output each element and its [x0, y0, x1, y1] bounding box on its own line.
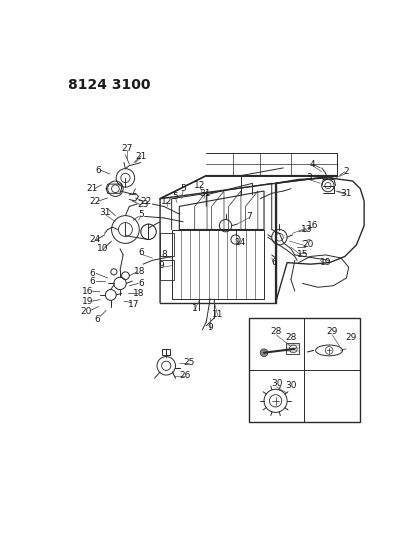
Text: 12: 12 [194, 181, 205, 190]
Text: 31: 31 [340, 189, 351, 198]
Text: 7: 7 [245, 212, 251, 221]
Text: 8: 8 [161, 251, 166, 260]
Bar [285, 343, 299, 354]
Text: 31: 31 [99, 208, 110, 217]
Text: 9: 9 [207, 323, 213, 332]
Text: 16: 16 [82, 287, 93, 296]
Bar [160, 233, 173, 256]
Text: 14: 14 [234, 238, 245, 247]
Text: 6: 6 [94, 315, 99, 324]
Text: 29: 29 [344, 333, 356, 342]
Circle shape [260, 349, 267, 357]
Text: 10: 10 [97, 244, 108, 253]
Text: 18: 18 [133, 289, 144, 298]
Text: 21: 21 [86, 184, 98, 193]
Text: 19: 19 [82, 297, 93, 305]
Text: 5: 5 [137, 209, 143, 219]
Bar [248, 318, 360, 422]
Text: 6: 6 [137, 248, 143, 257]
Text: 6: 6 [137, 279, 143, 288]
Text: 20: 20 [301, 240, 313, 249]
Text: 30: 30 [285, 381, 296, 390]
Text: 5: 5 [180, 184, 186, 193]
Text: 6: 6 [95, 166, 101, 175]
Text: 21: 21 [135, 152, 146, 161]
Bar [160, 260, 173, 280]
Text: 24: 24 [89, 235, 100, 244]
Text: 3: 3 [305, 173, 311, 182]
Text: 9: 9 [158, 261, 164, 270]
Text: 11: 11 [211, 310, 223, 319]
Bar [162, 349, 170, 355]
Text: 13: 13 [300, 225, 311, 234]
Text: 29: 29 [326, 327, 337, 336]
Text: 18: 18 [133, 268, 145, 276]
Text: 8124 3100: 8124 3100 [67, 78, 150, 92]
Text: 22: 22 [140, 197, 151, 206]
Text: 20: 20 [80, 308, 92, 317]
Text: 6: 6 [270, 258, 276, 267]
Text: 30: 30 [270, 379, 282, 389]
Text: 19: 19 [319, 258, 330, 267]
Text: 6: 6 [89, 269, 95, 278]
Text: 25: 25 [183, 358, 195, 367]
Text: 16: 16 [306, 221, 317, 230]
Text: 17: 17 [128, 300, 139, 309]
Text: 4: 4 [309, 159, 315, 168]
Text: 31: 31 [198, 189, 210, 198]
Text: 26: 26 [179, 372, 190, 381]
Text: 15: 15 [296, 251, 308, 260]
Text: 28: 28 [285, 333, 296, 342]
Text: 2: 2 [343, 167, 348, 176]
Text: 23: 23 [137, 200, 148, 209]
Text: 28: 28 [270, 327, 281, 336]
Text: 22: 22 [90, 197, 101, 206]
Text: 27: 27 [121, 144, 133, 153]
Text: 12: 12 [160, 197, 171, 206]
Text: 5: 5 [172, 192, 178, 201]
Text: 1: 1 [191, 304, 197, 313]
Bar [171, 230, 263, 299]
Text: 6: 6 [89, 277, 95, 286]
